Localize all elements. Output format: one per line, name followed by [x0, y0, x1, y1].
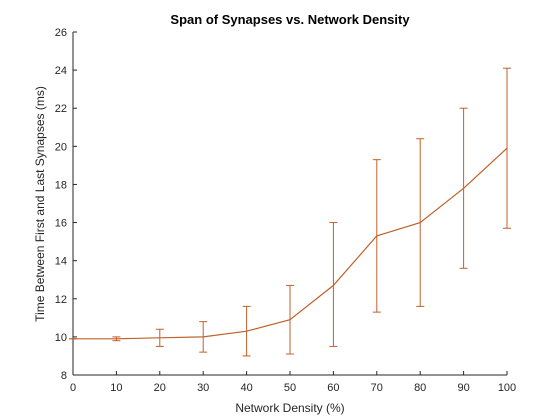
x-axis-label: Network Density (%) — [235, 401, 344, 415]
x-tick-label: 80 — [414, 382, 426, 394]
y-tick-label: 16 — [55, 218, 67, 230]
y-axis: 8 10 12 14 16 18 20 22 24 26 — [55, 27, 77, 382]
data-series — [69, 67, 511, 357]
y-tick-label: 14 — [55, 256, 67, 268]
y-tick-label: 20 — [55, 141, 67, 153]
x-tick-label: 30 — [197, 382, 209, 394]
x-axis: 0 10 20 30 40 50 60 70 80 90 100 — [70, 371, 516, 394]
x-tick-label: 0 — [70, 382, 76, 394]
x-tick-label: 50 — [284, 382, 296, 394]
y-tick-label: 12 — [55, 294, 67, 306]
y-tick-label: 26 — [55, 27, 67, 39]
x-tick-label: 60 — [327, 382, 339, 394]
x-tick-label: 100 — [498, 382, 516, 394]
y-tick-label: 24 — [55, 65, 67, 77]
x-tick-label: 70 — [371, 382, 383, 394]
x-tick-label: 20 — [154, 382, 166, 394]
y-axis-label: Time Between First and Last Synapses (ms… — [33, 86, 47, 322]
y-tick-label: 8 — [61, 370, 67, 382]
x-tick-label: 90 — [457, 382, 469, 394]
x-tick-label: 10 — [110, 382, 122, 394]
chart-title: Span of Synapses vs. Network Density — [170, 12, 410, 27]
y-tick-label: 22 — [55, 103, 67, 115]
y-tick-label: 18 — [55, 179, 67, 191]
x-tick-label: 40 — [240, 382, 252, 394]
y-tick-label: 10 — [55, 332, 67, 344]
